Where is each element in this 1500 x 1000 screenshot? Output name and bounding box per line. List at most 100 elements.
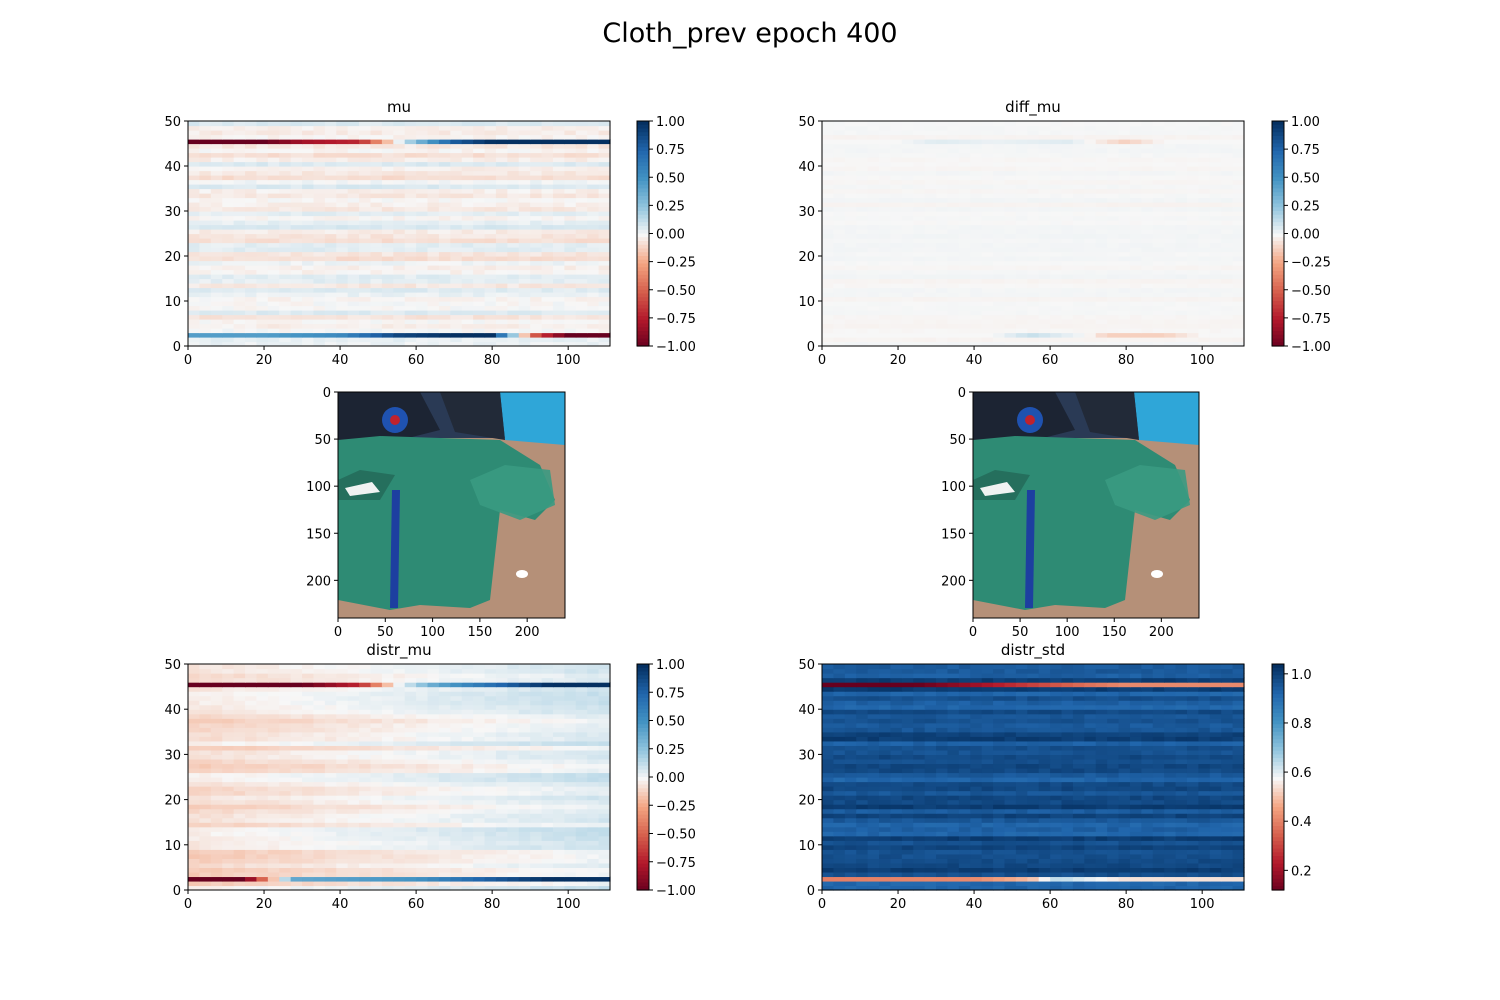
diff-mu-heatmap-cell	[1232, 314, 1245, 320]
diff-mu-heatmap-cell	[901, 220, 914, 226]
mu-heatmap-cell	[336, 220, 349, 226]
mu-heatmap-cell	[245, 170, 258, 176]
diff-mu-heatmap-cell	[879, 233, 892, 239]
diff-mu-heatmap-cell	[1232, 247, 1245, 253]
distr-mu-heatmap-cell	[473, 758, 486, 765]
mu-heatmap-cell	[393, 157, 406, 163]
distr-mu-heatmap-cell	[438, 822, 451, 828]
mu-heatmap-cell	[347, 296, 360, 302]
diff-mu-heatmap-cell	[1004, 184, 1017, 190]
diff-mu-heatmap-cell	[1141, 296, 1154, 302]
diff-mu-heatmap-cell	[1175, 202, 1188, 208]
diff-mu-heatmap-cell	[890, 148, 903, 154]
distr-mu-heatmap-cell	[347, 876, 360, 882]
diff-mu-heatmap-cell	[936, 220, 949, 226]
mu-heatmap-cell	[370, 143, 383, 149]
distr-mu-heatmap-cell	[575, 781, 588, 787]
diff-mu-heatmap-cell	[1186, 206, 1199, 212]
distr-mu-heatmap-cell	[233, 835, 246, 841]
mu-heatmap-cell	[381, 224, 394, 230]
diff-mu-heatmap-cell	[856, 211, 869, 217]
distr-mu-heatmap-cell	[598, 795, 611, 801]
diff-mu-heatmap-cell	[970, 206, 983, 212]
distr-mu-heatmap-cell	[279, 799, 292, 805]
mu-heatmap-cell	[279, 301, 292, 307]
mu-heatmap-cell	[199, 224, 212, 230]
mu-heatmap-cell	[598, 238, 611, 244]
mu-heatmap-cell	[518, 337, 531, 343]
diff-mu-heatmap-cell	[1061, 206, 1074, 212]
diff-mu-heatmap-cell	[958, 247, 971, 253]
mu-heatmap-cell	[552, 130, 565, 136]
diff-mu-heatmap-cell	[924, 247, 937, 253]
diff-mu-y-tick-label: 0	[807, 340, 815, 355]
diff-mu-heatmap-cell	[1072, 319, 1085, 325]
distr-mu-heatmap-cell	[324, 822, 337, 828]
distr-mu-heatmap-cell	[313, 758, 326, 765]
mu-heatmap-cell	[324, 314, 337, 320]
diff-mu-heatmap-cell	[1072, 175, 1085, 181]
mu-heatmap-cell	[484, 269, 497, 275]
diff-mu-heatmap-cell	[1209, 269, 1222, 275]
mu-heatmap-cell	[587, 197, 600, 203]
mu-heatmap-cell	[199, 337, 212, 343]
mu-colorbar-segment	[637, 139, 649, 145]
diff-mu-heatmap-cell	[1072, 211, 1085, 217]
mu-heatmap-cell	[222, 202, 235, 208]
distr-mu-heatmap-cell	[222, 813, 235, 819]
mu-colorbar-segment	[637, 211, 649, 216]
distr-mu-heatmap-cell	[461, 799, 474, 805]
mu-heatmap-cell	[393, 161, 406, 167]
mu-heatmap-cell	[416, 292, 429, 298]
mu-heatmap-cell	[267, 206, 280, 212]
diff-mu-heatmap-cell	[901, 202, 914, 208]
mu-heatmap-cell	[336, 274, 349, 280]
distr-mu-heatmap-cell	[233, 885, 246, 891]
distr-mu-heatmap-cell	[359, 772, 372, 778]
distr-mu-heatmap-cell	[279, 880, 292, 887]
diff-mu-heatmap-cell	[833, 134, 846, 140]
mu-heatmap-cell	[188, 188, 201, 194]
mu-colorbar-segment	[637, 301, 649, 306]
mu-heatmap-cell	[199, 278, 212, 284]
distr-mu-heatmap-cell	[552, 758, 565, 765]
diff-mu-heatmap-cell	[1084, 269, 1097, 275]
diff-mu-heatmap-cell	[1027, 274, 1040, 280]
diff-mu-heatmap-cell	[901, 143, 914, 149]
diff-mu-heatmap-cell	[1038, 193, 1051, 199]
mu-heatmap-cell	[336, 188, 349, 194]
distr-mu-heatmap-cell	[427, 790, 440, 796]
diff-mu-heatmap-cell	[1186, 265, 1199, 271]
mu-heatmap-cell	[210, 323, 223, 329]
mu-heatmap-cell	[393, 310, 406, 316]
distr-mu-heatmap-cell	[359, 831, 372, 837]
distr-mu-heatmap-cell	[541, 835, 554, 841]
mu-heatmap-cell	[279, 143, 292, 149]
mu-heatmap-cell	[222, 337, 235, 343]
mu-heatmap-cell	[279, 211, 292, 217]
diff-mu-heatmap-cell	[1084, 152, 1097, 158]
mu-heatmap-cell	[302, 332, 315, 338]
distr-mu-heatmap-cell	[245, 795, 258, 801]
diff-mu-heatmap-cell	[844, 337, 857, 343]
mu-heatmap-cell	[450, 233, 463, 239]
mu-heatmap-cell	[370, 134, 383, 140]
mu-heatmap-cell	[473, 161, 486, 167]
distr-mu-heatmap-cell	[575, 808, 588, 814]
diff-mu-heatmap-cell	[1186, 310, 1199, 316]
mu-colorbar-segment	[637, 259, 649, 265]
distr-mu-heatmap-cell	[484, 853, 497, 859]
distr-mu-heatmap-cell	[256, 799, 269, 805]
diff-mu-y-tick-label: 40	[798, 160, 815, 175]
diff-mu-heatmap-cell	[1027, 310, 1040, 316]
diff-mu-heatmap-cell	[947, 242, 960, 248]
mu-heatmap-cell	[370, 211, 383, 217]
mu-heatmap-cell	[199, 152, 212, 158]
diff-mu-heatmap-cell	[1152, 341, 1165, 347]
distr-mu-heatmap-cell	[404, 767, 417, 774]
mu-heatmap-cell	[290, 220, 303, 226]
distr-mu-heatmap-cell	[267, 795, 280, 801]
mu-heatmap-cell	[324, 211, 337, 217]
diff-mu-heatmap-cell	[879, 323, 892, 329]
mu-heatmap-cell	[587, 242, 600, 248]
